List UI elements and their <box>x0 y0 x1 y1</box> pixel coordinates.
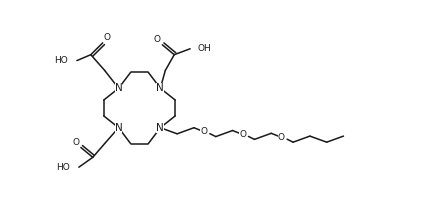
Text: O: O <box>278 133 285 142</box>
Text: N: N <box>157 123 164 133</box>
Text: O: O <box>103 33 110 42</box>
Text: O: O <box>154 35 161 44</box>
Text: O: O <box>73 138 79 147</box>
Text: O: O <box>239 130 246 139</box>
Text: HO: HO <box>56 163 70 172</box>
Text: N: N <box>157 83 164 93</box>
Text: N: N <box>115 123 122 133</box>
Text: HO: HO <box>54 56 68 65</box>
Text: O: O <box>200 127 207 136</box>
Text: OH: OH <box>197 44 211 53</box>
Text: N: N <box>115 83 122 93</box>
